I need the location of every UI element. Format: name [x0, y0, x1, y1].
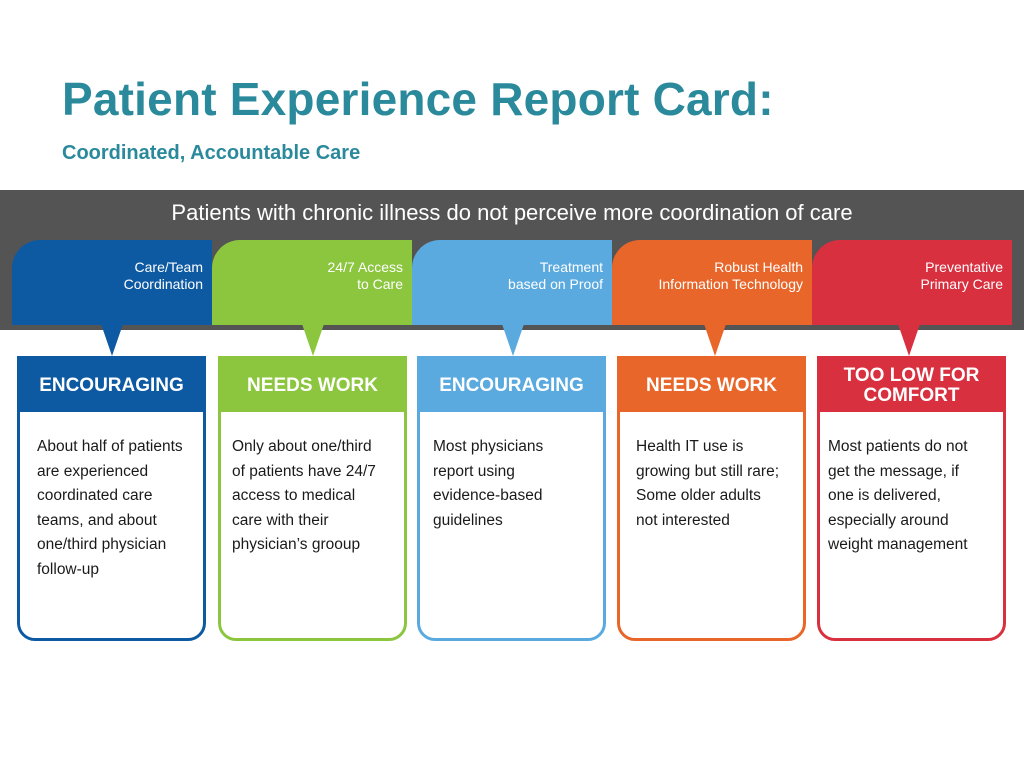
tab-label-line1: Treatment [539, 259, 603, 275]
rating-label-line1: TOO LOW FOR [843, 364, 980, 386]
page-subtitle: Coordinated, Accountable Care [62, 142, 361, 164]
description-line: physician’s grooup [232, 536, 361, 554]
description-line: get the message, if [828, 462, 959, 480]
card-robust-health-it: NEEDS WORK Health IT use is growing but … [617, 356, 806, 641]
pointer-arrow [502, 324, 524, 356]
rating-label: ENCOURAGING [420, 359, 603, 412]
tab-care-team-coordination: Care/Team Coordination [12, 240, 212, 325]
pointer-arrow [704, 324, 726, 356]
tab-24-7-access: 24/7 Access to Care [212, 240, 412, 325]
description-line: guidelines [433, 511, 503, 529]
card-description: About half of patients are experienced c… [20, 412, 203, 583]
description-line: Only about one/third [232, 438, 372, 455]
card-24-7-access: NEEDS WORK Only about one/third of patie… [218, 356, 407, 641]
tab-label-line1: 24/7 Access [327, 259, 404, 275]
card-description: Health IT use is growing but still rare;… [620, 412, 803, 533]
description-line: growing but still rare; [636, 462, 780, 480]
rating-label: ENCOURAGING [20, 359, 203, 412]
description-line: About half of patients [37, 438, 183, 455]
description-line: weight management [828, 536, 968, 554]
page-title: Patient Experience Report Card: [62, 73, 774, 125]
description-line: Most patients do not [828, 438, 968, 455]
tab-label-line2: Information Technology [658, 276, 804, 292]
description-line: one is delivered, [828, 487, 941, 505]
description-line: one/third physician [37, 536, 167, 554]
description-line: Most physicians [433, 438, 544, 455]
tab-label-line2: to Care [357, 276, 403, 292]
description-line: access to medical [232, 487, 356, 505]
tab-treatment-based-on-proof: Treatment based on Proof [412, 240, 612, 325]
description-line: care with their [232, 511, 329, 529]
description-line: Some older adults [636, 487, 761, 505]
description-line: report using [433, 462, 515, 480]
rating-label: NEEDS WORK [620, 359, 803, 412]
description-line: follow-up [37, 560, 100, 578]
tab-label-line1: Preventative [925, 259, 1003, 275]
tab-label-line2: Coordination [123, 276, 203, 292]
banner-text: Patients with chronic illness do not per… [171, 200, 853, 225]
description-line: coordinated care [37, 487, 153, 505]
card-treatment-based-on-proof: ENCOURAGING Most physicians report using… [417, 356, 606, 641]
card-care-team-coordination: ENCOURAGING About half of patients are e… [17, 356, 206, 641]
tab-preventative-primary-care: Preventative Primary Care [812, 240, 1012, 325]
description-line: especially around [828, 511, 949, 529]
tab-label-line1: Care/Team [134, 259, 203, 275]
description-line: of patients have 24/7 [232, 462, 376, 480]
card-description: Most patients do not get the message, if… [820, 412, 1003, 558]
tab-label-line2: Primary Care [920, 276, 1003, 292]
pointer-arrow [101, 324, 123, 356]
description-line: not interested [636, 511, 730, 529]
tab-label-line1: Robust Health [714, 259, 803, 275]
pointer-arrow [898, 324, 920, 356]
description-line: teams, and about [37, 511, 157, 529]
card-description: Only about one/third of patients have 24… [221, 412, 404, 558]
tab-label-line2: based on Proof [508, 276, 603, 292]
tab-robust-health-it: Robust Health Information Technology [612, 240, 812, 325]
card-preventative-primary-care: TOO LOW FOR COMFORT Most patients do not… [817, 356, 1006, 641]
description-line: evidence-based [433, 487, 543, 505]
rating-label-line2: COMFORT [863, 384, 960, 406]
pointer-arrow [302, 324, 324, 356]
card-description: Most physicians report using evidence-ba… [420, 412, 603, 533]
description-line: Health IT use is [636, 438, 744, 455]
rating-label: NEEDS WORK [221, 359, 404, 412]
rating-label: TOO LOW FOR COMFORT [820, 359, 1003, 412]
description-line: are experienced [37, 462, 149, 480]
